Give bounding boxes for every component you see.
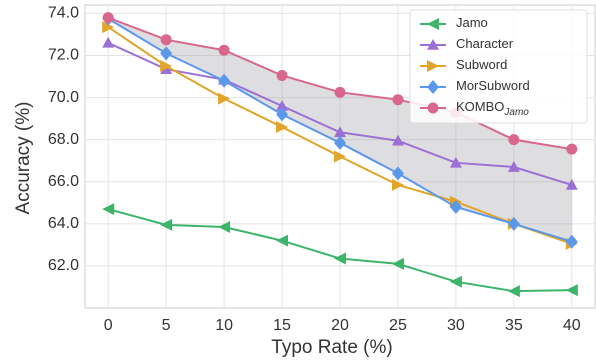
marker	[391, 257, 404, 270]
marker	[334, 150, 346, 163]
legend-label: Character	[456, 36, 514, 51]
marker	[508, 134, 520, 146]
marker	[391, 134, 404, 146]
legend-name: KOMBO	[456, 99, 504, 114]
legend-name: Character	[456, 36, 514, 51]
marker	[449, 156, 462, 168]
x-tick-label: 0	[104, 317, 113, 334]
y-tick-label: 64.0	[48, 215, 79, 232]
marker	[276, 121, 289, 134]
marker	[392, 94, 404, 106]
marker	[160, 218, 173, 231]
marker	[427, 80, 439, 94]
legend-label: KOMBOJamo	[456, 99, 529, 117]
marker	[102, 12, 114, 24]
x-tick-label: 5	[162, 317, 171, 334]
legend-label: MorSubword	[456, 78, 530, 93]
marker	[218, 73, 231, 88]
y-tick-label: 68.0	[48, 131, 79, 148]
marker	[102, 203, 115, 216]
marker	[565, 234, 578, 249]
marker	[218, 220, 231, 233]
x-tick-label: 40	[563, 317, 581, 334]
marker	[334, 135, 346, 150]
marker	[276, 100, 289, 111]
legend-subscript: Jamo	[503, 107, 529, 118]
y-tick-label: 62.0	[48, 257, 79, 274]
marker	[507, 161, 520, 172]
marker	[449, 200, 462, 214]
marker	[334, 86, 346, 98]
y-tick-label: 74.0	[48, 5, 79, 22]
x-tick-label: 10	[215, 317, 233, 334]
marker	[566, 143, 578, 155]
x-axis-label: Typo Rate (%)	[271, 337, 392, 358]
legend-box	[409, 9, 588, 124]
x-tick-label: 15	[273, 317, 291, 334]
marker	[160, 46, 173, 61]
marker	[102, 36, 115, 48]
marker	[427, 18, 439, 30]
marker	[160, 34, 172, 46]
marker	[334, 126, 346, 138]
marker	[427, 60, 439, 72]
y-axis-label: Accuracy (%)	[13, 102, 34, 215]
marker	[391, 178, 404, 191]
legend-name: MorSubword	[456, 78, 530, 93]
marker	[160, 60, 173, 73]
marker	[427, 39, 439, 50]
marker	[391, 166, 404, 181]
y-tick-label: 72.0	[48, 47, 79, 64]
x-tick-label: 30	[447, 317, 465, 334]
marker	[276, 69, 288, 81]
legend-name: Subword	[456, 57, 507, 72]
marker	[276, 234, 289, 247]
marker	[449, 275, 462, 288]
marker	[507, 216, 520, 231]
marker	[565, 284, 578, 297]
legend-name: Jamo	[456, 15, 488, 30]
marker	[334, 252, 346, 265]
marker	[565, 178, 578, 190]
legend-label: Subword	[456, 57, 507, 72]
marker	[507, 285, 520, 298]
marker	[427, 102, 439, 114]
marker	[218, 92, 231, 105]
y-tick-label: 66.0	[48, 173, 79, 190]
marker	[102, 21, 115, 34]
x-tick-label: 35	[505, 317, 523, 334]
x-tick-label: 25	[389, 317, 407, 334]
marker	[276, 107, 289, 122]
marker	[218, 44, 230, 56]
y-tick-label: 70.0	[48, 89, 79, 106]
legend-label: Jamo	[456, 15, 488, 30]
x-tick-label: 20	[331, 317, 349, 334]
